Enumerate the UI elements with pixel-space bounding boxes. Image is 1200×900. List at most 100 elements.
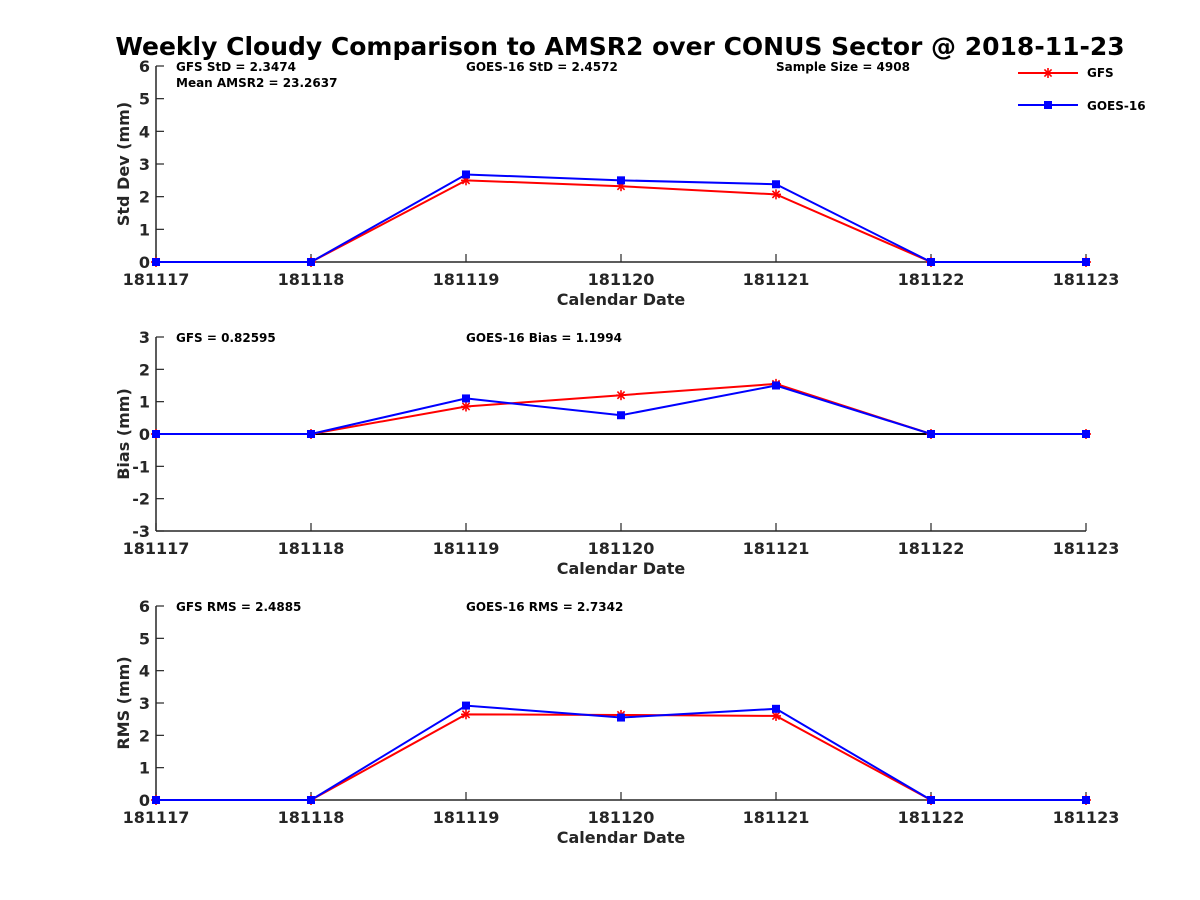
- data-point-goes-16: [617, 713, 625, 722]
- data-point-goes-16: [617, 411, 625, 420]
- legend-marker-gfs: [1043, 68, 1053, 78]
- x-tick-label: 181118: [278, 270, 345, 289]
- data-point-goes-16: [617, 176, 625, 185]
- data-point-goes-16: [152, 430, 160, 438]
- y-tick-label: 5: [139, 629, 150, 648]
- x-tick-label: 181123: [1053, 270, 1120, 289]
- data-point-goes-16: [462, 170, 470, 179]
- y-tick-label: 6: [139, 57, 150, 76]
- data-point-gfs: [616, 390, 626, 401]
- legend-entry-goes16: GOES-16: [1018, 99, 1146, 113]
- x-tick-label: 181119: [433, 539, 500, 558]
- series-goes-16: [152, 170, 1090, 266]
- x-tick-label: 181122: [898, 270, 965, 289]
- y-axis-label: Bias (mm): [114, 388, 133, 480]
- x-tick-label: 181123: [1053, 539, 1120, 558]
- y-tick-label: 6: [139, 597, 150, 616]
- data-point-goes-16: [772, 180, 780, 189]
- x-tick-label: 181123: [1053, 808, 1120, 827]
- stat-annotation: GOES-16 Bias = 1.1994: [466, 331, 622, 345]
- y-tick-label: 0: [139, 425, 150, 444]
- series-goes-16: [152, 701, 1090, 804]
- data-point-goes-16: [462, 394, 470, 403]
- y-tick-label: 4: [139, 122, 150, 141]
- data-point-goes-16: [152, 258, 160, 266]
- data-point-goes-16: [307, 258, 315, 266]
- x-tick-label: 181121: [743, 539, 810, 558]
- y-tick-label: 1: [139, 393, 150, 412]
- x-tick-label: 181122: [898, 539, 965, 558]
- data-point-goes-16: [1082, 796, 1090, 804]
- legend-marker-goes-16: [1044, 101, 1052, 109]
- panel-bias: -3 -2 -1 0 1 2 3 181117 181118 181119 181120 181121…: [114, 328, 1119, 578]
- data-point-goes-16: [927, 430, 935, 438]
- stat-annotation: GOES-16 StD = 2.4572: [466, 60, 618, 74]
- legend-label-goes16: GOES-16: [1087, 99, 1146, 113]
- series-line-gfs: [156, 179, 1086, 263]
- series-gfs: [151, 709, 1091, 805]
- legend: GFS GOES-16: [1018, 66, 1146, 113]
- x-tick-label: 181119: [433, 270, 500, 289]
- legend-entry-gfs: GFS: [1018, 66, 1114, 80]
- data-point-gfs: [461, 709, 471, 720]
- stat-annotation: Mean AMSR2 = 23.2637: [176, 76, 337, 90]
- x-tick-label: 181120: [588, 270, 655, 289]
- data-point-goes-16: [462, 701, 470, 710]
- y-tick-label: -3: [132, 522, 150, 541]
- series-goes-16: [152, 381, 1090, 438]
- x-axis-label: Calendar Date: [557, 559, 686, 578]
- x-tick-label: 181117: [123, 270, 190, 289]
- stat-annotation: GFS RMS = 2.4885: [176, 600, 301, 614]
- y-tick-label: 1: [139, 220, 150, 239]
- y-axis-label: RMS (mm): [114, 656, 133, 749]
- data-point-goes-16: [307, 796, 315, 804]
- data-point-gfs: [771, 710, 781, 721]
- y-tick-label: 0: [139, 791, 150, 810]
- legend-label-gfs: GFS: [1087, 66, 1114, 80]
- y-tick-label: 2: [139, 188, 150, 207]
- y-tick-label: -2: [132, 490, 150, 509]
- y-tick-label: 3: [139, 328, 150, 347]
- data-point-gfs: [461, 401, 471, 412]
- series-gfs: [151, 175, 1091, 267]
- y-tick-label: 2: [139, 726, 150, 745]
- data-point-goes-16: [152, 796, 160, 804]
- x-tick-label: 181120: [588, 808, 655, 827]
- data-point-goes-16: [772, 381, 780, 390]
- stat-annotation: Sample Size = 4908: [776, 60, 910, 74]
- data-point-goes-16: [772, 704, 780, 713]
- x-tick-label: 181118: [278, 808, 345, 827]
- y-tick-label: 5: [139, 90, 150, 109]
- y-tick-label: 4: [139, 662, 150, 681]
- x-tick-label: 181117: [123, 539, 190, 558]
- chart-title: Weekly Cloudy Comparison to AMSR2 over C…: [115, 32, 1124, 61]
- stat-annotation: GFS StD = 2.3474: [176, 60, 296, 74]
- data-point-goes-16: [1082, 258, 1090, 266]
- data-point-gfs: [771, 189, 781, 200]
- x-tick-label: 181121: [743, 270, 810, 289]
- y-axis-label: Std Dev (mm): [114, 102, 133, 226]
- panel-std: 0 1 2 3 4 5 6 181117 181118 181119 181120 181121 181…: [114, 57, 1119, 309]
- series-line-gfs: [156, 713, 1086, 801]
- y-tick-label: 3: [139, 694, 150, 713]
- x-axis-label: Calendar Date: [557, 290, 686, 309]
- x-tick-label: 181118: [278, 539, 345, 558]
- y-tick-label: 0: [139, 253, 150, 272]
- y-tick-label: 1: [139, 759, 150, 778]
- x-axis-label: Calendar Date: [557, 828, 686, 847]
- y-tick-label: 2: [139, 360, 150, 379]
- data-point-goes-16: [927, 796, 935, 804]
- x-tick-label: 181119: [433, 808, 500, 827]
- y-tick-label: 3: [139, 155, 150, 174]
- x-tick-label: 181120: [588, 539, 655, 558]
- y-tick-label: -1: [132, 457, 150, 476]
- data-point-goes-16: [1082, 430, 1090, 438]
- panel-rms: 0 1 2 3 4 5 6 181117 181118 181119 181120 181121 181…: [114, 597, 1119, 847]
- x-tick-label: 181117: [123, 808, 190, 827]
- data-point-goes-16: [307, 430, 315, 438]
- x-tick-label: 181122: [898, 808, 965, 827]
- stat-annotation: GOES-16 RMS = 2.7342: [466, 600, 623, 614]
- data-point-goes-16: [927, 258, 935, 266]
- x-tick-label: 181121: [743, 808, 810, 827]
